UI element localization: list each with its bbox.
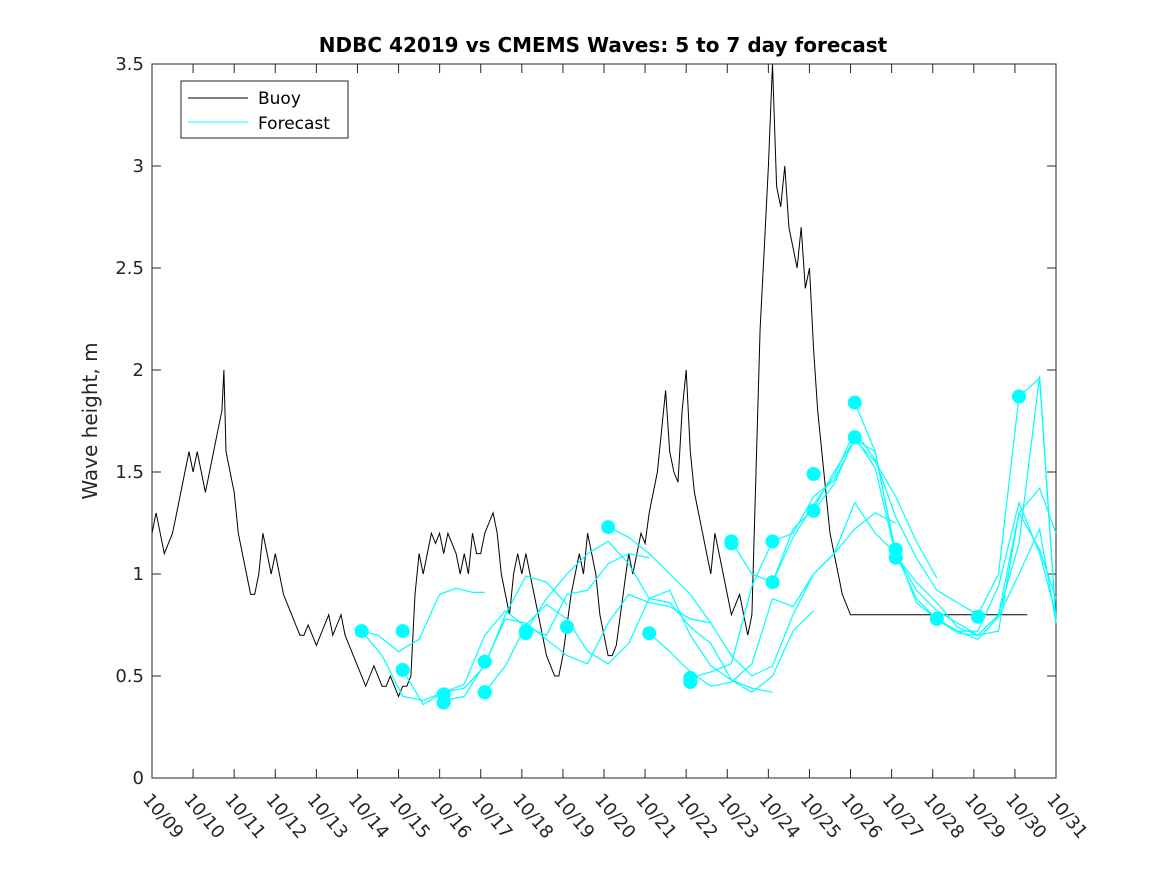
forecast-line-7 [607,512,896,677]
forecast-line-2 [361,575,568,702]
forecast-line-9 [690,438,938,679]
y-tick-label: 3 [133,156,144,177]
y-tick-label: 2.5 [115,258,144,279]
forecast-line-14 [895,376,1057,636]
forecast-marker [395,624,410,639]
y-tick-label: 3.5 [115,54,144,75]
forecast-marker [477,685,492,700]
forecast-marker [970,609,985,624]
y-tick-label: 0 [133,768,144,789]
forecast-marker [436,695,451,710]
forecast-marker [806,467,821,481]
legend-box [180,80,349,139]
forecast-line-11 [771,438,1057,636]
y-tick-label: 0.5 [115,666,144,687]
forecast-marker [765,575,780,590]
y-axis-label: Wave height, m [78,342,102,499]
forecast-line-15 [936,500,1057,632]
forecast-marker [847,430,862,445]
legend-buoy-label: Buoy [258,89,301,109]
forecast-marker [724,536,739,551]
forecast-line-5 [484,589,773,693]
chart-title: NDBC 42019 vs CMEMS Waves: 5 to 7 day fo… [319,33,888,57]
forecast-markers [354,389,1026,710]
forecast-marker [888,550,903,565]
forecast-marker [1012,389,1026,404]
forecast-marker [354,624,369,639]
forecast-marker [601,520,616,535]
y-tick-label: 1 [133,564,144,585]
forecast-marker [929,611,944,626]
forecast-marker [683,675,698,690]
axes-box [151,63,1057,779]
forecast-line-6 [525,540,815,694]
forecast-marker [518,626,533,641]
y-tick-label: 1.5 [115,462,144,483]
forecast-marker [847,395,862,410]
forecast-marker [477,654,492,669]
plot-area: 00.511.522.533.5 10/0910/1010/1110/1210/… [115,54,1091,843]
buoy-line [151,63,1028,698]
forecast-marker [642,626,657,641]
buoy-series [151,63,1028,698]
legend-forecast-label: Forecast [258,114,330,134]
forecast-marker [560,620,574,634]
legend: Buoy Forecast [180,80,349,139]
forecast-marker [395,662,410,677]
y-axis: 0 0.5 1 1.5 2 2.5 3 3.5 [115,54,1056,789]
forecast-marker [765,534,780,549]
forecast-line-1 [361,587,485,653]
y-tick-label: 2 [133,360,144,381]
forecast-marker [806,503,821,518]
